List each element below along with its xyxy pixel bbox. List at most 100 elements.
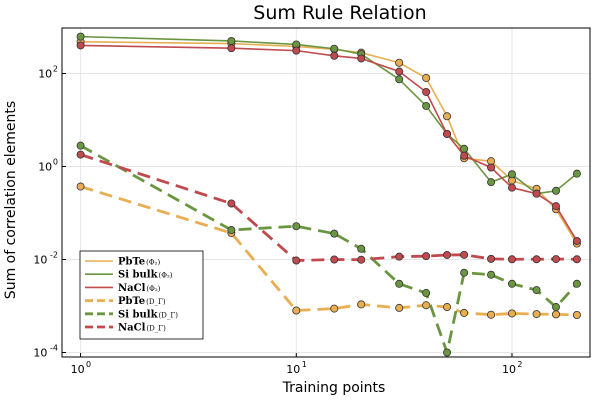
y-tick-label: 10 — [33, 346, 47, 359]
data-point — [532, 286, 541, 295]
series-line — [80, 44, 578, 242]
data-point — [443, 112, 452, 121]
legend-label: Si bulk(D_Γ) — [118, 309, 178, 320]
chart-title: Sum Rule Relation — [253, 2, 426, 24]
data-point — [227, 44, 236, 53]
data-point — [487, 254, 496, 263]
series-1 — [76, 32, 581, 198]
series-5 — [76, 150, 581, 265]
legend-label: NaCl(Φ₂) — [118, 283, 161, 294]
legend-label: PbTe(Φ₂) — [118, 257, 160, 268]
data-point — [330, 229, 339, 238]
data-point — [395, 75, 404, 84]
data-point — [507, 255, 516, 264]
legend-label: PbTe(D_Γ) — [118, 296, 166, 307]
data-point — [507, 183, 516, 192]
data-point — [292, 306, 301, 315]
series-4 — [76, 141, 581, 357]
data-point — [395, 303, 404, 312]
data-point — [572, 169, 581, 178]
x-tick-label: 10 — [502, 363, 516, 376]
series-group — [76, 32, 581, 357]
data-point — [507, 309, 516, 318]
data-point — [443, 250, 452, 259]
data-point — [572, 236, 581, 245]
data-point — [552, 255, 561, 264]
series-line — [79, 144, 578, 354]
data-point — [76, 141, 85, 150]
data-point — [532, 310, 541, 319]
data-point — [357, 244, 366, 253]
series-0 — [76, 37, 581, 248]
y-tick-exponent: 0 — [53, 157, 58, 166]
data-point — [572, 279, 581, 288]
data-point — [552, 186, 561, 195]
legend-label: NaCl(D_Γ) — [118, 323, 166, 334]
data-point — [422, 101, 431, 110]
data-point — [572, 255, 581, 264]
data-point — [572, 311, 581, 320]
y-tick-exponent: 2 — [53, 64, 58, 73]
series-line — [80, 35, 578, 195]
data-point — [292, 256, 301, 265]
x-tick-exponent: 2 — [517, 360, 522, 369]
data-point — [395, 58, 404, 67]
data-point — [460, 268, 469, 277]
x-tick-label: 10 — [286, 363, 300, 376]
y-tick-exponent: -4 — [50, 343, 58, 352]
x-axis-label: Training points — [282, 380, 386, 396]
data-point — [76, 150, 85, 159]
data-point — [443, 129, 452, 138]
data-point — [395, 252, 404, 261]
data-point — [460, 308, 469, 317]
data-point — [460, 250, 469, 259]
data-point — [330, 255, 339, 264]
data-point — [330, 44, 339, 53]
data-point — [292, 222, 301, 231]
data-point — [76, 182, 85, 191]
y-axis-label: Sum of correlation elements — [3, 101, 19, 299]
series-line — [80, 185, 577, 317]
data-point — [552, 310, 561, 319]
y-tick-label: 10 — [38, 67, 52, 80]
data-point — [487, 270, 496, 279]
data-point — [507, 279, 516, 288]
data-point — [552, 202, 561, 211]
y-tick-exponent: -2 — [50, 250, 58, 259]
axis-ticks: 10 0 10 1 10 210 -410 -210 010 2 — [33, 64, 522, 376]
y-tick-label: 10 — [33, 253, 47, 266]
data-point — [532, 189, 541, 198]
y-tick-label: 10 — [38, 160, 52, 173]
legend-box — [79, 250, 204, 340]
series-2 — [76, 41, 581, 245]
series-3 — [76, 182, 581, 320]
x-tick-exponent: 0 — [86, 360, 91, 369]
series-line — [80, 40, 578, 244]
data-point — [422, 73, 431, 82]
series-line — [80, 153, 577, 262]
data-point — [422, 301, 431, 310]
data-point — [227, 226, 236, 235]
data-point — [532, 255, 541, 264]
data-point — [227, 199, 236, 208]
data-point — [507, 170, 516, 179]
data-point — [395, 67, 404, 76]
legend: PbTe(Φ₂) Si bulk(Φ₂) NaCl(Φ₂) PbTe(D_Γ) Si b… — [79, 250, 204, 340]
plot-frame — [61, 27, 591, 358]
data-point — [357, 255, 366, 264]
legend-label: Si bulk(Φ₂) — [118, 270, 173, 281]
data-point — [330, 304, 339, 313]
data-point — [460, 151, 469, 160]
data-point — [227, 36, 236, 45]
data-point — [76, 32, 85, 41]
x-tick-exponent: 1 — [302, 360, 307, 369]
data-point — [357, 300, 366, 309]
data-point — [422, 252, 431, 261]
data-point — [292, 46, 301, 55]
data-point — [330, 51, 339, 60]
data-point — [443, 348, 452, 357]
data-point — [357, 54, 366, 63]
data-point — [443, 303, 452, 312]
data-point — [487, 178, 496, 187]
